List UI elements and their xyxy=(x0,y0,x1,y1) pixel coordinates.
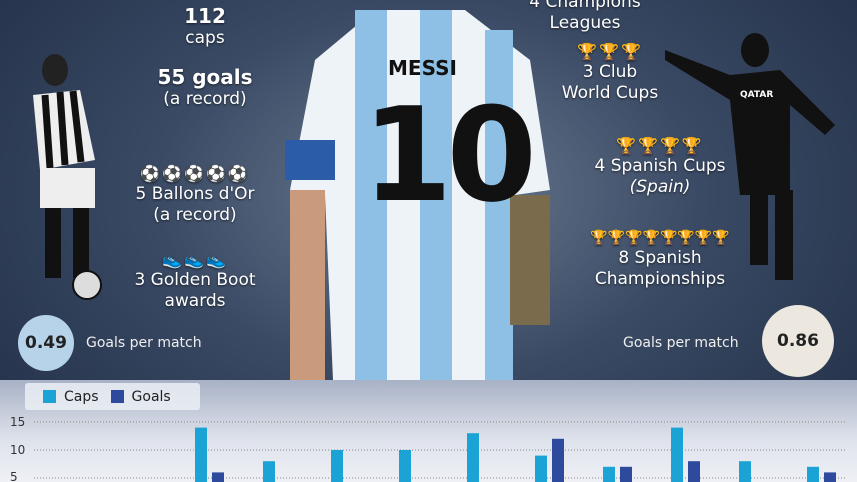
y-tick-label: 10 xyxy=(10,443,25,457)
bar-caps xyxy=(671,427,683,482)
bar-chart: 15 10 5 xyxy=(10,415,845,482)
bar-goals xyxy=(824,472,836,482)
club-world-cup-icon: 🏆🏆🏆 xyxy=(577,42,643,61)
caps-label: caps xyxy=(185,28,225,48)
cups-note: (Spain) xyxy=(629,177,691,197)
bar-goals xyxy=(552,438,564,482)
bar-caps xyxy=(263,461,275,482)
goals-per-match-barcelona: 0.86 xyxy=(762,305,834,377)
y-tick-label: 15 xyxy=(10,415,25,429)
spanish-cup-icon: 🏆🏆🏆🏆 xyxy=(616,136,704,155)
bar-goals xyxy=(212,472,224,482)
jersey-name: MESSI xyxy=(388,56,457,80)
cwc-label: 3 Club xyxy=(582,62,638,82)
goals-per-match-label-left: Goals per match xyxy=(86,335,202,351)
center-player-jersey xyxy=(285,0,555,380)
caps-value: 112 xyxy=(184,4,226,28)
ballon-dor-icon: ⚽⚽⚽⚽⚽ xyxy=(140,164,250,183)
championship-trophy-icon: 🏆🏆🏆🏆🏆🏆🏆🏆 xyxy=(590,230,730,246)
bar-caps xyxy=(399,450,411,482)
y-tick-label: 5 xyxy=(10,470,18,482)
shirt-sponsor: QATAR xyxy=(740,90,774,100)
boot-label-2: awards xyxy=(164,291,226,311)
cups-label: 4 Spanish Cups xyxy=(594,156,726,176)
bar-caps xyxy=(467,433,479,482)
chart-legend: Caps Goals xyxy=(25,383,200,410)
legend-caps: Caps xyxy=(64,388,99,405)
cwc-label-2: World Cups xyxy=(561,83,659,103)
bar-caps xyxy=(739,461,751,482)
bar-caps xyxy=(603,466,615,482)
legend-goals: Goals xyxy=(131,388,171,405)
cl-label-2: Leagues xyxy=(549,13,621,33)
bar-caps xyxy=(331,450,343,482)
ballons-note: (a record) xyxy=(153,205,237,225)
goals-value: 55 goals xyxy=(157,65,253,89)
bar-goals xyxy=(688,461,700,482)
cl-label: 4 Champions xyxy=(529,0,641,12)
bar-caps xyxy=(195,427,207,482)
goals-per-match-label-right: Goals per match xyxy=(623,335,739,351)
goals-per-match-argentina: 0.49 xyxy=(18,315,74,371)
player-illustration-barcelona xyxy=(660,25,840,285)
champ-label-2: Championships xyxy=(594,269,726,289)
goals-note: (a record) xyxy=(163,89,247,109)
bar-caps xyxy=(807,466,819,482)
bar-caps xyxy=(535,455,547,482)
legend-swatch-goals xyxy=(110,390,124,403)
boot-label: 3 Golden Boot xyxy=(134,270,256,290)
champ-label: 8 Spanish xyxy=(618,248,702,268)
bar-goals xyxy=(620,466,632,482)
golden-boot-icon: 👟👟👟 xyxy=(162,250,228,269)
jersey-number: 10 xyxy=(362,79,537,231)
ballons-label: 5 Ballons d'Or xyxy=(135,184,255,204)
player-illustration-argentina xyxy=(15,50,125,300)
legend-swatch-caps xyxy=(43,390,56,403)
